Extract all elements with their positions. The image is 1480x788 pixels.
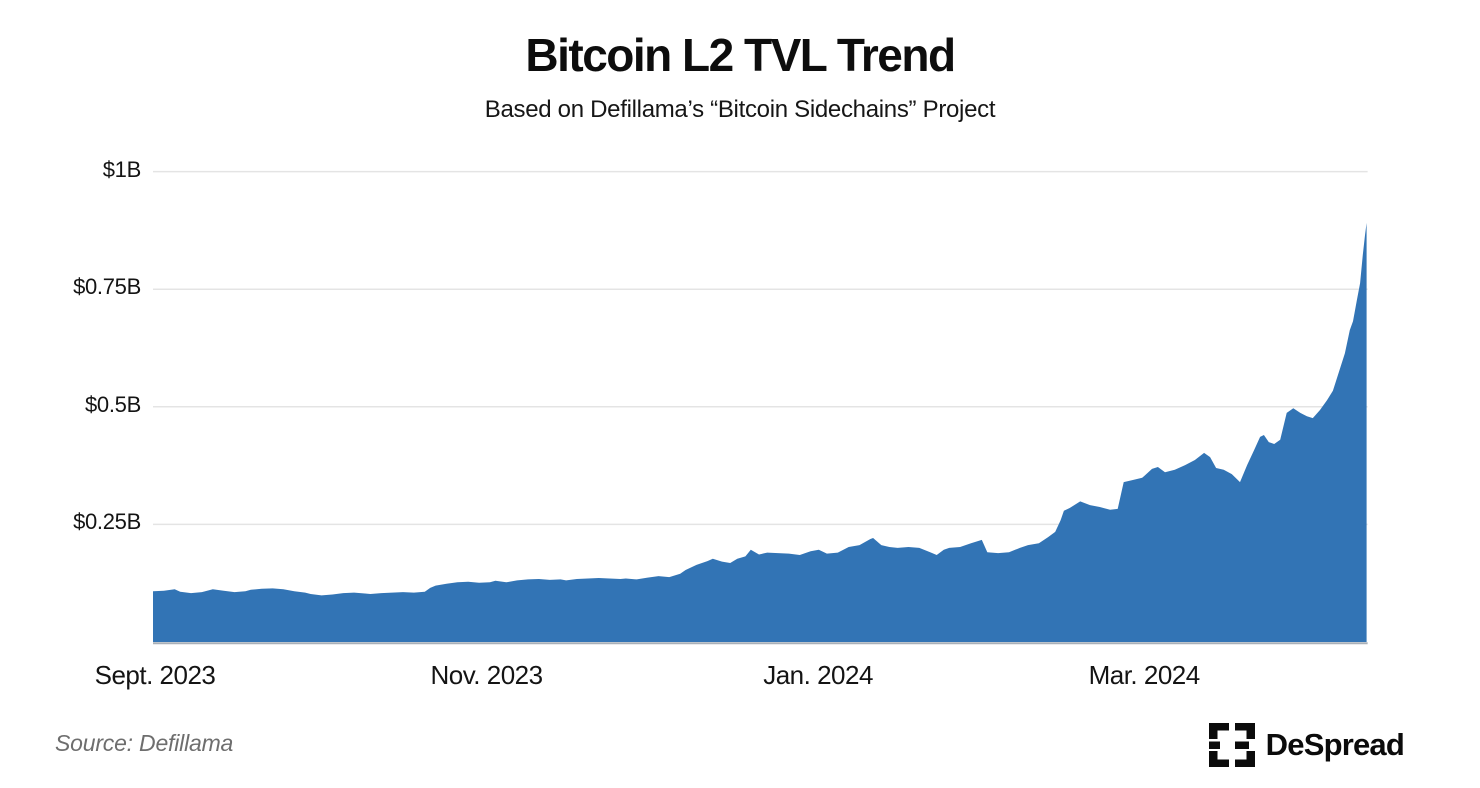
brand-name: DeSpread xyxy=(1265,727,1405,762)
x-axis-label: Sept. 2023 xyxy=(94,660,216,690)
brand-logo: DeSpread xyxy=(1208,722,1405,768)
page-title: Bitcoin L2 TVL Trend xyxy=(525,29,956,81)
x-axis-label: Nov. 2023 xyxy=(430,660,543,690)
x-axis-label: Mar. 2024 xyxy=(1088,660,1201,690)
chart-subtitle: Based on Defillama’s “Bitcoin Sidechains… xyxy=(484,96,996,123)
x-axis-label: Jan. 2024 xyxy=(763,660,873,690)
y-axis-label: $1B xyxy=(102,156,142,182)
source-caption: Source: Defillama xyxy=(55,730,234,756)
y-axis-label: $0.5B xyxy=(85,391,141,417)
tvl-area-series xyxy=(153,222,1367,642)
y-axis-label: $0.25B xyxy=(73,509,141,535)
y-axis-label: $0.75B xyxy=(73,274,141,300)
despread-bracket-icon xyxy=(1208,723,1255,767)
